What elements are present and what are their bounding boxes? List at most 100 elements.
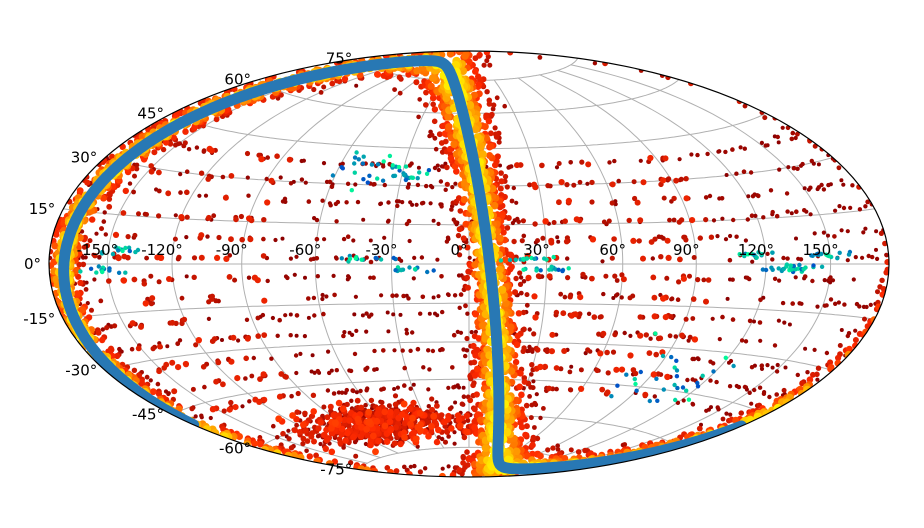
density-point [430, 348, 436, 354]
density-point [815, 304, 820, 309]
density-point [589, 179, 595, 186]
density-point [346, 423, 352, 429]
density-point [220, 381, 226, 388]
density-point [553, 309, 560, 316]
density-point [776, 318, 782, 323]
density-point [407, 238, 412, 244]
density-point [405, 185, 411, 190]
density-point [690, 377, 695, 382]
density-point [99, 336, 106, 344]
density-point [458, 330, 464, 335]
density-point [704, 408, 709, 413]
sparse-point [686, 397, 692, 402]
density-point [184, 235, 189, 240]
density-point [345, 181, 351, 186]
lon-tick-label: 150° [803, 241, 839, 259]
density-point [444, 239, 450, 244]
density-point [300, 435, 307, 442]
sparse-point [673, 397, 678, 403]
density-point [562, 218, 568, 224]
density-point [329, 80, 336, 87]
density-point [178, 190, 183, 195]
density-point [770, 365, 775, 370]
density-point [306, 296, 311, 301]
density-point [227, 253, 233, 258]
density-point [394, 293, 399, 298]
sparse-point [669, 354, 674, 360]
density-point [381, 164, 386, 169]
density-point [412, 463, 417, 469]
density-point [283, 374, 289, 380]
density-point [299, 177, 305, 182]
density-point [365, 408, 373, 416]
density-point [332, 419, 339, 426]
density-point [412, 435, 420, 443]
density-point [535, 238, 540, 244]
density-point [213, 378, 220, 385]
density-point [311, 295, 317, 301]
density-point [781, 255, 786, 261]
density-point [687, 273, 692, 279]
density-point [77, 279, 84, 286]
density-point [211, 213, 217, 219]
density-point [502, 173, 509, 180]
density-point [743, 339, 749, 344]
density-point [256, 398, 263, 405]
density-point [317, 433, 322, 438]
density-point [701, 277, 707, 283]
density-point [271, 423, 276, 429]
density-point [345, 234, 351, 239]
density-point [451, 385, 456, 390]
density-point [715, 234, 720, 239]
density-point [805, 370, 810, 375]
density-point [696, 425, 703, 432]
density-point [326, 349, 331, 354]
density-point [314, 236, 320, 242]
density-point [496, 234, 504, 242]
density-point [535, 273, 542, 279]
sparse-point [431, 268, 436, 273]
density-point [780, 300, 786, 306]
density-point [398, 411, 406, 418]
density-point [527, 394, 532, 399]
density-point [461, 385, 466, 390]
density-point [607, 160, 612, 165]
density-point [532, 184, 539, 191]
density-point [384, 465, 391, 471]
density-point [531, 379, 536, 384]
density-point [596, 331, 602, 337]
density-point [428, 201, 433, 206]
sparse-point [339, 256, 344, 261]
density-point [592, 61, 598, 66]
density-point [311, 438, 317, 445]
density-point [637, 332, 644, 339]
density-point [381, 386, 387, 392]
density-point [244, 335, 251, 342]
density-point [344, 200, 349, 205]
density-point [261, 217, 267, 223]
meridian-line [570, 64, 832, 464]
density-point [332, 292, 337, 298]
density-point [178, 214, 185, 221]
density-point [601, 219, 607, 225]
sparse-point [675, 385, 680, 391]
lat-tick-label: 0° [24, 255, 41, 273]
sparse-point [498, 258, 504, 263]
sparse-point [711, 369, 716, 374]
sparse-point [534, 268, 539, 273]
density-point [244, 150, 251, 157]
density-point [367, 441, 374, 449]
density-point [378, 201, 383, 207]
density-point [837, 204, 842, 209]
sparse-point [340, 166, 345, 171]
density-point [594, 367, 600, 374]
density-point [294, 370, 299, 376]
density-point [306, 315, 311, 320]
sparse-point [365, 180, 370, 185]
density-point [230, 334, 237, 341]
density-point [429, 132, 435, 138]
density-point [395, 385, 400, 390]
density-point [852, 337, 859, 343]
density-point [446, 464, 451, 469]
density-point [481, 444, 490, 453]
